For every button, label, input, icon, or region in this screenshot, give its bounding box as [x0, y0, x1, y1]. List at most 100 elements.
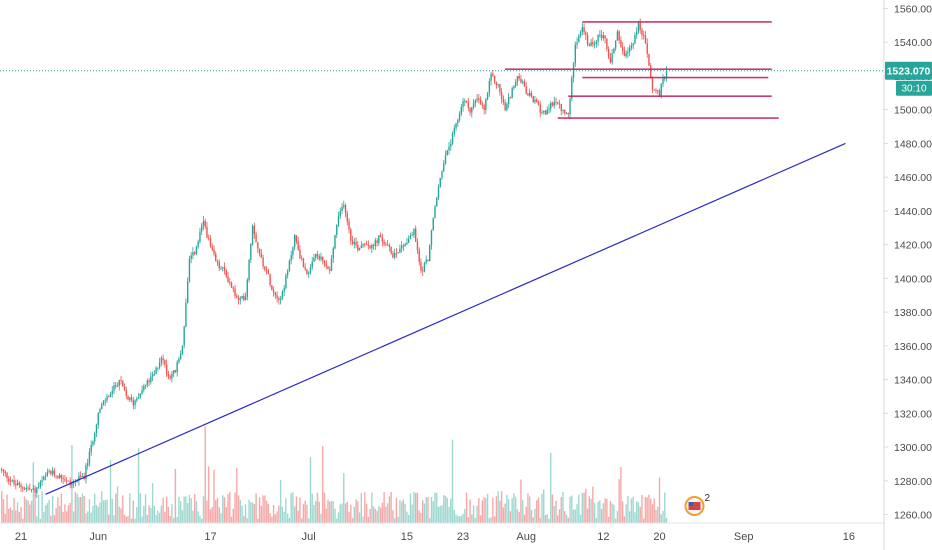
- candle-body: [357, 245, 359, 251]
- candle-body: [379, 235, 382, 238]
- candle-body: [628, 47, 631, 52]
- volume-bar: [206, 500, 208, 523]
- candle-body: [244, 296, 247, 301]
- candle-body: [544, 110, 547, 115]
- volume-bar: [300, 518, 303, 523]
- candle-body: [309, 267, 312, 273]
- candle-body: [641, 29, 643, 36]
- candle-body: [514, 81, 517, 87]
- candle-body: [465, 100, 468, 103]
- volume-bar: [450, 498, 452, 523]
- candle-body: [332, 248, 334, 259]
- countdown-badge-text: 30:10: [901, 84, 926, 95]
- volume-bar: [499, 500, 501, 523]
- candle-body: [441, 171, 443, 178]
- volume-bar: [578, 494, 580, 523]
- candle-body: [476, 98, 478, 101]
- time-tick-label: Jul: [302, 531, 316, 543]
- candle-body: [597, 34, 599, 42]
- volume-bar: [493, 516, 496, 523]
- candle-body: [260, 253, 263, 258]
- candle-body: [611, 53, 613, 63]
- candle-body: [130, 397, 133, 401]
- candle-body: [4, 471, 6, 474]
- candle-body: [606, 38, 608, 49]
- volume-bar: [388, 496, 391, 523]
- volume-bar: [639, 506, 641, 523]
- candle-body: [215, 253, 217, 261]
- candle-body: [153, 373, 156, 375]
- price-tick-label: 1560.000: [894, 3, 932, 15]
- volume-bar: [8, 508, 10, 523]
- volume-bar: [411, 504, 413, 523]
- candle-body: [393, 252, 396, 258]
- candle-body: [136, 398, 138, 401]
- volume-bar: [407, 514, 410, 523]
- candle-body: [560, 103, 562, 111]
- candle-body: [409, 235, 412, 239]
- time-tick-label: Aug: [516, 531, 536, 543]
- price-axis[interactable]: 1260.000 1280.000 1300.000 1320.000 1340.000…: [884, 3, 932, 522]
- candle-body: [16, 482, 19, 486]
- volume-bar: [183, 496, 185, 523]
- candle-body: [520, 78, 522, 83]
- candle-body: [306, 269, 308, 274]
- volume-bar: [146, 514, 149, 523]
- candle-body: [197, 241, 199, 247]
- volume-bar: [265, 500, 268, 523]
- support-trendline: [45, 142, 846, 495]
- candle-body: [181, 345, 184, 354]
- candle-body: [225, 270, 227, 277]
- candle-body: [562, 110, 564, 111]
- volume-bar: [222, 495, 224, 523]
- candle-body: [621, 46, 624, 51]
- volume-bar: [339, 504, 341, 523]
- candle-body: [399, 248, 401, 253]
- candle-body: [169, 376, 171, 379]
- volume-bar: [632, 496, 634, 523]
- volume-bar: [299, 497, 301, 523]
- candle-body: [655, 90, 657, 92]
- candle-body: [414, 228, 417, 242]
- volume-bar: [602, 503, 605, 523]
- volume-bar: [381, 502, 384, 523]
- volume-bar: [281, 506, 284, 523]
- candle-body: [13, 480, 15, 485]
- time-axis[interactable]: 21 Jun 17 Jul 15 23 Aug 12 20 Sep 16: [15, 531, 855, 543]
- volume-bar: [600, 508, 603, 523]
- candle-body: [111, 390, 113, 394]
- volume-bar: [464, 509, 466, 523]
- candle-body: [381, 237, 384, 242]
- price-tick-label: 1400.000: [894, 273, 932, 285]
- volume-bar: [208, 466, 210, 523]
- volume-bar: [236, 468, 238, 523]
- candle-body: [1, 469, 3, 470]
- volume-bar: [20, 506, 22, 523]
- volume-bar: [385, 506, 387, 523]
- volume-bar: [241, 505, 243, 523]
- candle-body: [464, 100, 466, 102]
- drawings-layer[interactable]: [0, 21, 884, 495]
- volume-bar: [350, 504, 352, 523]
- volume-bar: [585, 488, 587, 523]
- candle-body: [292, 247, 294, 256]
- volume-bar: [551, 494, 554, 523]
- volume-bar: [165, 496, 168, 523]
- candle-body: [274, 292, 277, 296]
- candle-body: [307, 272, 310, 274]
- candle-body: [336, 224, 338, 236]
- volume-bar: [115, 493, 117, 523]
- volume-bar: [546, 514, 548, 523]
- candle-body: [174, 370, 177, 373]
- volume-bar: [429, 517, 431, 523]
- volume-bar: [609, 501, 612, 523]
- candle-body: [453, 128, 455, 134]
- volume-bar: [246, 518, 249, 523]
- volume-bar: [395, 498, 398, 523]
- candle-body: [50, 471, 52, 474]
- candle-body: [362, 243, 364, 246]
- volume-bar: [120, 508, 122, 523]
- volume-bar: [334, 508, 336, 523]
- candle-body: [430, 230, 433, 246]
